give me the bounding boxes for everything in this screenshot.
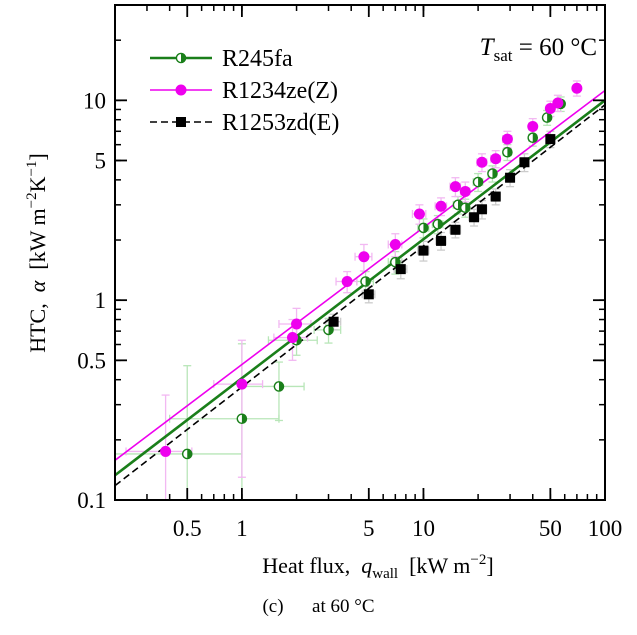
axis-ticks-layer: 0.5 1 5 10 50 100 0.1 0.5 1 5 10 xyxy=(77,5,622,541)
legend-marker xyxy=(175,84,187,96)
data-point xyxy=(449,181,461,193)
data-point xyxy=(160,445,172,457)
y-axis-label: HTC, α [kW m−2K−1] xyxy=(24,153,50,353)
data-point xyxy=(490,191,501,202)
data-point xyxy=(436,235,447,246)
data-point xyxy=(323,324,334,336)
x-tick-label: 10 xyxy=(412,516,435,541)
fit-lines-layer xyxy=(114,89,606,487)
data-point xyxy=(472,176,484,188)
data-point xyxy=(571,82,583,94)
data-point xyxy=(328,316,339,327)
x-tick-label: 100 xyxy=(588,516,623,541)
data-point xyxy=(544,103,556,115)
data-point xyxy=(418,222,429,234)
data-point xyxy=(291,318,303,330)
data-point xyxy=(273,381,285,392)
data-point xyxy=(418,245,429,256)
legend-marker xyxy=(176,117,186,127)
data-point xyxy=(459,202,471,214)
data-point xyxy=(459,185,471,197)
data-point xyxy=(389,238,401,250)
fit-line xyxy=(114,104,606,487)
data-point xyxy=(432,218,444,230)
x-tick-label: 5 xyxy=(363,516,375,541)
data-point xyxy=(505,172,516,183)
y-tick-label: 0.5 xyxy=(77,348,106,373)
data-point xyxy=(519,157,530,168)
data-point xyxy=(490,153,502,165)
y-tick-label: 1 xyxy=(95,288,107,313)
legend-label: R1234ze(Z) xyxy=(222,78,338,104)
data-point xyxy=(541,112,553,123)
data-points-layer xyxy=(160,82,583,460)
y-tick-label: 10 xyxy=(83,88,106,113)
data-point xyxy=(450,224,461,235)
data-point xyxy=(363,289,374,300)
fit-line xyxy=(114,89,606,461)
data-point xyxy=(476,156,488,168)
data-point xyxy=(552,97,564,109)
data-point xyxy=(341,276,353,288)
legend-label: R1253zd(E) xyxy=(222,110,339,136)
data-point xyxy=(435,200,447,212)
data-point xyxy=(395,264,406,275)
data-point xyxy=(181,448,193,460)
legend-marker xyxy=(175,52,187,64)
data-point xyxy=(501,133,513,145)
x-tick-label: 50 xyxy=(539,516,562,541)
data-point xyxy=(527,120,539,132)
y-tick-label: 0.1 xyxy=(77,488,106,513)
data-point xyxy=(287,332,299,344)
data-point xyxy=(358,251,370,263)
y-tick-label: 5 xyxy=(95,148,107,173)
data-point xyxy=(360,276,371,287)
errorbars-layer xyxy=(115,80,581,500)
data-point xyxy=(413,208,425,220)
data-point xyxy=(476,204,487,215)
x-tick-label: 1 xyxy=(236,516,248,541)
data-point xyxy=(527,132,539,144)
plot-frame xyxy=(114,4,606,501)
data-point xyxy=(236,413,248,425)
data-point xyxy=(502,146,513,158)
legend: R245fa R1234ze(Z) R1253zd(E) xyxy=(150,46,339,136)
data-point xyxy=(236,378,248,390)
fit-line xyxy=(114,99,606,477)
tsat-annotation: Tsat = 60 °C xyxy=(480,34,597,65)
x-tick-label: 0.5 xyxy=(173,516,202,541)
data-point xyxy=(469,212,480,223)
figure-caption: (c) at 60 °C xyxy=(262,596,375,617)
legend-label: R245fa xyxy=(222,46,293,72)
x-axis-label: Heat flux, qwall [kW m−2] xyxy=(262,552,493,582)
data-point xyxy=(487,168,498,179)
data-point xyxy=(545,134,556,145)
